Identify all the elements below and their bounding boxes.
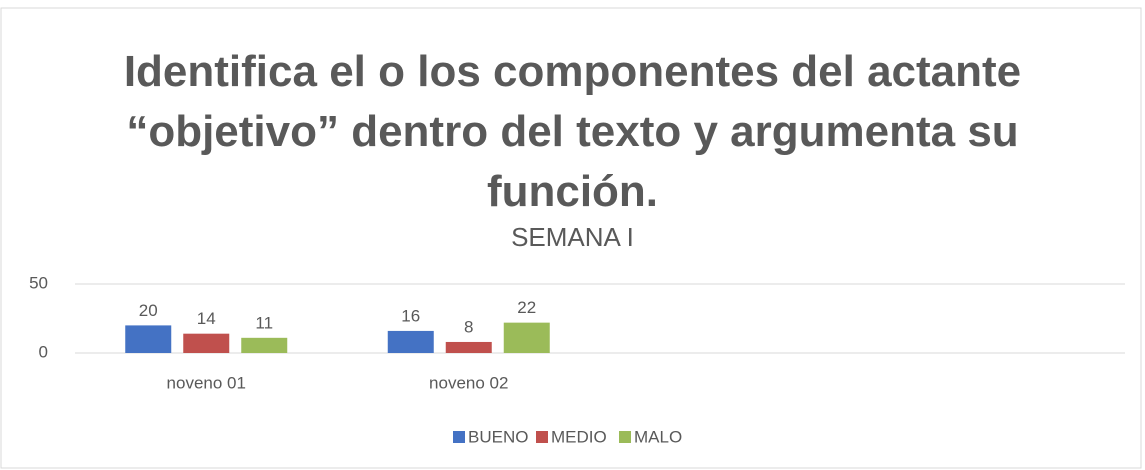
bar [183, 333, 230, 353]
chart-title: Identifica el o los componentes del acta… [123, 47, 1022, 216]
bar [241, 337, 288, 353]
value-label: 8 [464, 317, 473, 336]
chart-border [0, 7, 1142, 469]
legend-label: MALO [634, 427, 682, 446]
bar [125, 325, 172, 353]
legend-label: BUENO [468, 427, 528, 446]
y-tick-label: 50 [29, 273, 48, 292]
y-tick-label: 0 [39, 342, 48, 361]
bar [445, 341, 492, 353]
value-label: 16 [401, 306, 420, 325]
legend-label: MEDIO [551, 427, 607, 446]
bar [387, 330, 434, 353]
value-label: 11 [255, 313, 273, 332]
chart-subtitle: SEMANA I [511, 222, 634, 252]
legend-swatch [453, 431, 465, 443]
value-label: 14 [197, 309, 216, 328]
x-tick-label: noveno 02 [429, 373, 508, 392]
x-tick-label: noveno 01 [167, 373, 246, 392]
value-label: 20 [139, 301, 158, 320]
value-label: 22 [517, 298, 536, 317]
bar [503, 322, 550, 353]
legend-swatch [536, 431, 548, 443]
legend-swatch [619, 431, 631, 443]
